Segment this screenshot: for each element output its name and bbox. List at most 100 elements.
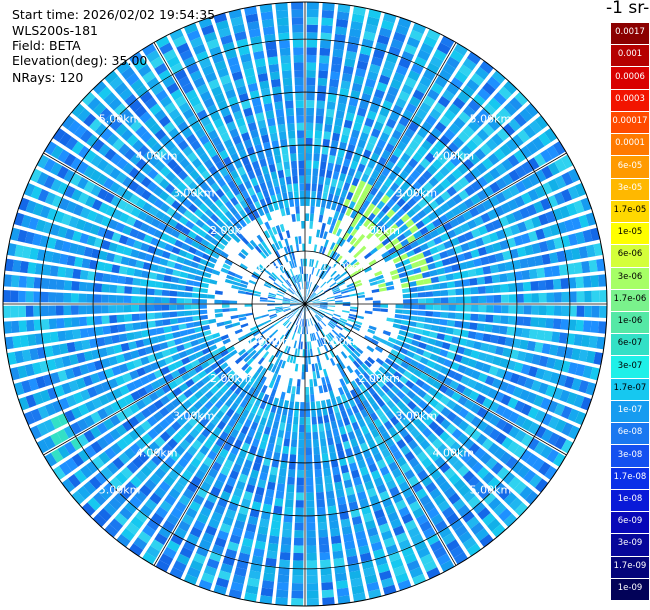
ppi-gate — [166, 339, 176, 348]
ppi-gate — [297, 462, 305, 471]
colorbar-cell — [611, 533, 649, 556]
ppi-gate — [401, 203, 412, 213]
ppi-gate — [288, 288, 295, 294]
ppi-gate — [376, 34, 390, 45]
ppi-gate — [118, 363, 129, 374]
ppi-gate — [340, 270, 348, 278]
ppi-gate — [346, 555, 359, 565]
ppi-gate — [220, 107, 231, 118]
ppi-gate — [176, 181, 187, 193]
ppi-gate — [289, 244, 294, 253]
ppi-gate — [164, 140, 176, 152]
ppi-gate — [351, 82, 363, 93]
ppi-gate — [103, 432, 115, 445]
ppi-gate — [274, 444, 282, 453]
ppi-gate — [340, 189, 348, 199]
ppi-gate — [199, 304, 207, 309]
ppi-gate — [427, 337, 437, 346]
ppi-gate — [489, 428, 501, 441]
ppi-gate — [337, 149, 346, 158]
ppi-gate — [153, 399, 164, 410]
colorbar-cell — [611, 577, 649, 600]
ppi-gate — [57, 149, 70, 163]
ppi-gate — [199, 462, 210, 474]
ppi-gate — [268, 380, 275, 389]
ppi-gate — [528, 268, 538, 279]
ppi-gate — [443, 265, 453, 274]
ppi-gate — [423, 366, 433, 375]
ppi-gate — [169, 146, 181, 158]
ppi-gate — [342, 472, 351, 482]
ppi-gate — [240, 173, 249, 183]
ppi-gate — [238, 124, 248, 135]
ppi-gate — [182, 422, 194, 433]
ppi-gate — [309, 258, 312, 267]
ppi-gate — [245, 402, 253, 412]
ppi-gate — [306, 583, 319, 591]
ppi-gate — [358, 53, 370, 63]
ppi-gate — [295, 492, 304, 501]
ppi-gate — [276, 162, 283, 171]
ppi-gate — [224, 398, 234, 408]
ppi-gate — [280, 391, 286, 400]
ppi-gate — [487, 209, 498, 220]
ppi-gate — [425, 463, 438, 475]
azimuth-line — [153, 42, 306, 305]
ppi-gate — [178, 520, 191, 533]
ppi-gate — [71, 406, 83, 420]
ppi-gate — [135, 510, 149, 523]
ppi-gate — [195, 380, 205, 389]
ppi-gate — [437, 153, 449, 165]
ppi-gate — [161, 443, 173, 455]
ppi-gate — [454, 280, 463, 288]
ppi-gate — [170, 324, 180, 332]
ppi-gate — [139, 91, 153, 104]
ppi-gate — [527, 406, 539, 420]
ppi-gate — [332, 404, 340, 414]
ppi-gate — [501, 188, 513, 200]
ppi-gate — [158, 526, 172, 539]
ppi-gate — [3, 305, 11, 318]
ppi-gate — [359, 45, 372, 56]
ppi-gate — [387, 511, 399, 522]
colorbar-cell — [611, 155, 649, 178]
ppi-gate — [273, 320, 281, 327]
ppi-gate — [293, 416, 299, 425]
ppi-gate — [305, 273, 307, 282]
ppi-gate — [368, 277, 377, 283]
ppi-gate — [88, 338, 98, 349]
ppi-gate — [61, 478, 76, 493]
ppi-gate — [290, 153, 297, 162]
ppi-gate — [262, 572, 275, 582]
ppi-gate — [493, 91, 507, 106]
ppi-gate — [289, 355, 294, 364]
ppi-gate — [388, 154, 399, 165]
ppi-gate — [482, 185, 494, 198]
ppi-gate — [453, 117, 466, 130]
ppi-gate — [306, 32, 318, 41]
ppi-gate — [455, 312, 464, 320]
ppi-gate — [288, 138, 296, 147]
ppi-gate — [227, 452, 237, 463]
ppi-gate — [287, 469, 296, 478]
ppi-gate — [298, 160, 305, 169]
ppi-gate — [318, 529, 329, 538]
ppi-gate — [568, 168, 581, 183]
ppi-gate — [43, 175, 56, 189]
colorbar-tick-label: 1e-08 — [617, 493, 643, 504]
ppi-gate — [475, 66, 489, 80]
ppi-gate — [400, 213, 411, 223]
range-ring-label: 1.00km — [321, 261, 363, 274]
ppi-gate — [177, 427, 189, 438]
ppi-gate — [415, 252, 425, 261]
ppi-gate — [269, 314, 278, 320]
ppi-gate — [104, 524, 119, 538]
ppi-gate — [139, 222, 150, 233]
ppi-gate — [355, 267, 364, 274]
ppi-gate — [119, 87, 133, 101]
ppi-gate — [448, 473, 461, 485]
ppi-gate — [164, 414, 176, 425]
ppi-gate — [160, 232, 171, 242]
ppi-gate — [354, 386, 363, 396]
